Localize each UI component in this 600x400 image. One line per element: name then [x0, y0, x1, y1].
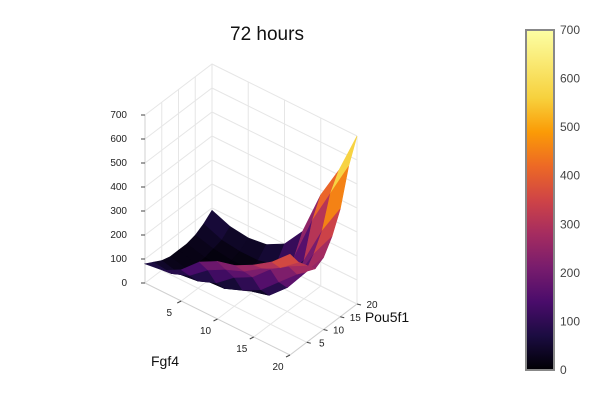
chart-title: 72 hours [230, 24, 304, 45]
colorbar-tick-label: 400 [560, 169, 580, 183]
z-tick-label: 700 [110, 110, 127, 121]
z-tick-label: 200 [110, 230, 127, 241]
colorbar-tick-label: 700 [560, 23, 580, 37]
y-tick-label: 10 [333, 326, 345, 337]
x-tick-mark [249, 336, 254, 340]
y-tick-label: 5 [319, 338, 325, 349]
x-tick-mark [213, 318, 218, 322]
x-tick-label: 10 [200, 326, 212, 337]
colorbar-tick-label: 100 [560, 314, 580, 328]
x-tick-label: 20 [272, 362, 284, 373]
y-tick-mark [340, 316, 345, 319]
x-tick-mark [177, 300, 182, 304]
y-tick-label: 20 [366, 300, 378, 311]
x-tick-label: 5 [166, 308, 172, 319]
x-tick-label: 15 [236, 344, 248, 355]
colorbar-tick-label: 500 [560, 120, 580, 134]
z-tick-label: 100 [110, 254, 127, 265]
z-gridline [144, 63, 358, 137]
x-axis-title: Fgf4 [151, 353, 179, 369]
z-tick-label: 500 [110, 158, 127, 169]
surface-patch [271, 253, 299, 268]
z-gridline [144, 111, 358, 185]
colorbar-tick-label: 0 [560, 363, 567, 377]
y-tick-label: 15 [350, 313, 362, 324]
y-tick-mark [323, 329, 328, 331]
x-tick-mark [285, 354, 291, 358]
z-tick-label: 0 [121, 278, 127, 289]
y-tick-mark [356, 303, 362, 306]
colorbar-tick-label: 600 [560, 72, 580, 86]
z-gridline [144, 87, 358, 161]
y-tick-mark [306, 341, 311, 344]
z-tick-label: 300 [110, 206, 127, 217]
z-tick-label: 400 [110, 182, 127, 193]
z-tick-label: 600 [110, 134, 127, 145]
colorbar-ticks: 0 100 200 300 400 500 600 700 [560, 23, 580, 377]
floor-gridline [253, 285, 322, 338]
colorbar-gradient [525, 29, 555, 371]
colorbar: 0 100 200 300 400 500 600 700 [525, 23, 580, 377]
y-axis-title: Pou5f1 [365, 309, 410, 325]
colorbar-tick-label: 200 [560, 266, 580, 280]
colorbar-tick-label: 300 [560, 217, 580, 231]
